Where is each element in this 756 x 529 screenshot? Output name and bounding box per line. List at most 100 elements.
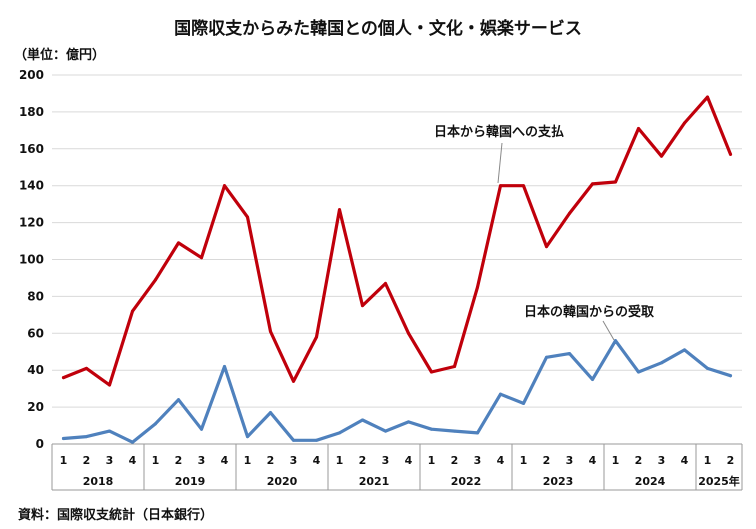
x-tick-label: 1	[612, 454, 620, 467]
year-label: 2023	[543, 475, 574, 488]
data-point	[200, 427, 203, 431]
y-axis: 0 20 40 60 80 100 120 140 160 180 200	[19, 68, 44, 451]
data-point	[177, 241, 180, 245]
data-point	[476, 285, 479, 289]
data-point	[476, 431, 479, 435]
annotations: 日本から韓国への支払 日本の韓国からの受取	[434, 124, 655, 341]
x-tick-label: 4	[221, 454, 229, 467]
data-point	[729, 374, 732, 378]
y-tick-label: 20	[27, 400, 44, 414]
data-point	[131, 309, 134, 313]
x-tick-label: 1	[244, 454, 252, 467]
y-tick-label: 40	[27, 363, 44, 377]
data-point	[292, 379, 295, 383]
data-point	[706, 366, 709, 370]
y-tick-label: 100	[19, 253, 44, 267]
data-point	[315, 438, 318, 442]
year-label: 2020	[267, 475, 298, 488]
x-tick-label: 3	[198, 454, 206, 467]
data-point	[338, 431, 341, 435]
data-point	[177, 398, 180, 402]
data-point	[545, 355, 548, 359]
x-tick-label: 2	[267, 454, 275, 467]
data-point	[453, 365, 456, 369]
x-tick-label: 3	[106, 454, 114, 467]
x-tick-label: 4	[681, 454, 689, 467]
data-point	[499, 184, 502, 188]
series-line-1	[61, 339, 733, 444]
source-note: 資料：国際収支統計（日本銀行）	[18, 508, 214, 523]
x-tick-label: 3	[290, 454, 298, 467]
data-point	[706, 95, 709, 99]
x-tick-label: 1	[520, 454, 528, 467]
series-layer	[61, 95, 733, 444]
data-point	[154, 278, 157, 282]
x-tick-label: 3	[474, 454, 482, 467]
data-point	[108, 429, 111, 433]
data-point	[591, 377, 594, 381]
x-tick-label: 2	[175, 454, 183, 467]
data-point	[407, 420, 410, 424]
chart-title: 国際収支からみた韓国との個人・文化・娯楽サービス	[174, 19, 582, 39]
x-tick-label: 2	[543, 454, 551, 467]
x-tick-label: 4	[589, 454, 597, 467]
data-point	[338, 208, 341, 212]
y-tick-label: 60	[27, 326, 44, 340]
data-point	[361, 418, 364, 422]
data-point	[246, 215, 249, 219]
x-tick-label: 4	[129, 454, 137, 467]
grid-lines	[52, 74, 742, 408]
data-point	[85, 366, 88, 370]
leader-line-receipt	[602, 320, 615, 341]
data-point	[729, 152, 732, 156]
x-tick-label: 4	[405, 454, 413, 467]
leader-line-payment	[497, 142, 503, 184]
data-point	[522, 401, 525, 405]
year-label: 2024	[635, 475, 666, 488]
data-point	[683, 348, 686, 352]
data-point	[85, 435, 88, 439]
year-label: 2019	[175, 475, 206, 488]
data-point	[384, 281, 387, 285]
x-tick-label: 2	[727, 454, 735, 467]
data-point	[223, 184, 226, 188]
x-tick-label: 3	[382, 454, 390, 467]
data-point	[154, 422, 157, 426]
data-point	[246, 435, 249, 439]
data-point	[292, 438, 295, 442]
data-point	[315, 335, 318, 339]
y-tick-label: 200	[19, 68, 44, 82]
x-tick-label: 1	[336, 454, 344, 467]
data-point	[131, 440, 134, 444]
x-tick-label: 4	[313, 454, 321, 467]
data-point	[430, 370, 433, 374]
y-tick-label: 120	[19, 216, 44, 230]
data-point	[683, 121, 686, 125]
x-tick-label: 2	[635, 454, 643, 467]
data-point	[453, 429, 456, 433]
data-point	[614, 180, 617, 184]
data-point	[430, 427, 433, 431]
data-point	[568, 352, 571, 356]
y-tick-label: 140	[19, 179, 44, 193]
data-point	[200, 256, 203, 260]
data-point	[269, 329, 272, 333]
y-tick-label: 160	[19, 142, 44, 156]
x-tick-label: 1	[704, 454, 712, 467]
data-point	[591, 182, 594, 186]
y-tick-label: 0	[36, 437, 44, 451]
x-tick-label: 1	[428, 454, 436, 467]
data-point	[637, 127, 640, 131]
data-point	[108, 383, 111, 387]
x-tick-label: 1	[152, 454, 160, 467]
data-point	[660, 361, 663, 365]
x-tick-label: 3	[658, 454, 666, 467]
unit-label: （単位：億円）	[14, 48, 106, 63]
data-point	[545, 245, 548, 249]
data-point	[62, 376, 65, 380]
x-tick-label: 4	[497, 454, 505, 467]
year-label: 2025年	[698, 474, 740, 488]
data-point	[269, 411, 272, 415]
data-point	[660, 154, 663, 158]
series-line-0	[61, 95, 733, 387]
